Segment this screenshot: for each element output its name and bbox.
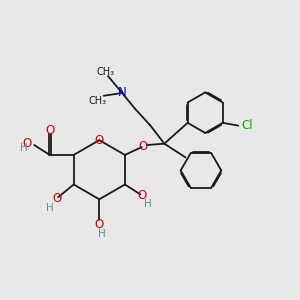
Text: H: H	[98, 229, 106, 239]
Text: CH₃: CH₃	[88, 96, 106, 106]
Text: H: H	[46, 203, 54, 213]
Text: Cl: Cl	[242, 119, 253, 132]
Text: O: O	[95, 134, 104, 147]
Text: O: O	[52, 192, 62, 205]
Text: CH₃: CH₃	[97, 67, 115, 77]
Text: O: O	[139, 140, 148, 153]
Text: O: O	[137, 189, 146, 202]
Text: O: O	[45, 124, 54, 136]
Text: N: N	[118, 86, 127, 100]
Text: O: O	[23, 137, 32, 150]
Text: H: H	[20, 143, 27, 154]
Text: O: O	[95, 218, 104, 231]
Text: H: H	[144, 199, 152, 209]
